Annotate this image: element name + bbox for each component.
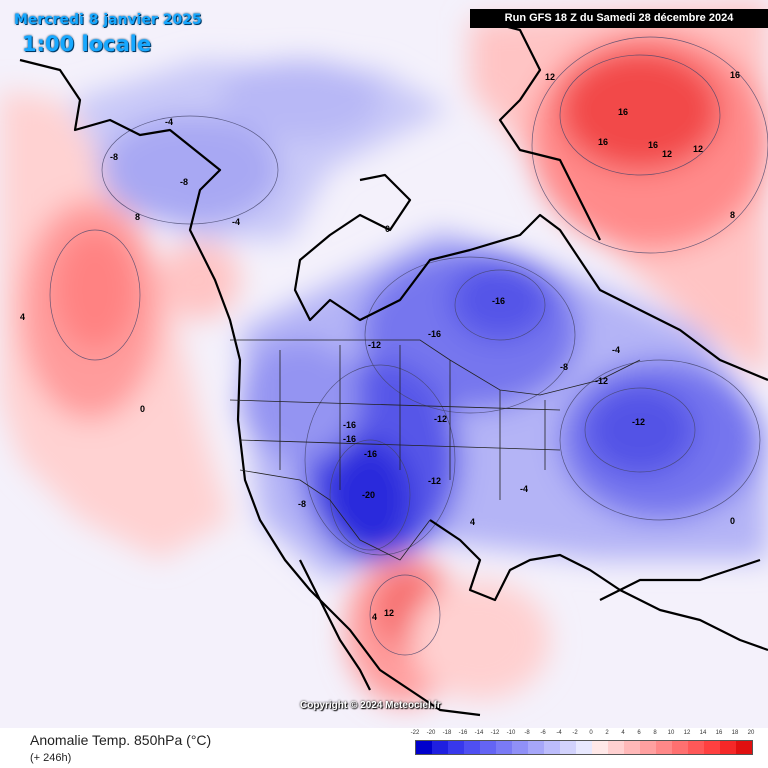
map-label: 0 [385, 224, 390, 234]
legend-swatch [416, 741, 432, 754]
legend-tick-label: -12 [490, 730, 500, 736]
legend-ticks: -22 -20 -18 -16 -14 -12 -10 -8 -6 -4 -2 0 2 4 6 8 10 12 14… [411, 730, 755, 740]
legend-tick-label: 6 [637, 730, 641, 736]
map-label: -20 [362, 490, 375, 500]
legend-swatch [448, 741, 464, 754]
legend-tick-label: -8 [524, 730, 530, 736]
map-label: 16 [730, 70, 740, 80]
legend-swatch [512, 741, 528, 754]
local-time: 1:00 locale [22, 32, 152, 56]
legend-tick-label: 18 [731, 730, 739, 736]
legend-swatch [560, 741, 576, 754]
map-label: 12 [662, 149, 672, 159]
map-label: -8 [560, 362, 568, 372]
anomaly-field [0, 0, 768, 705]
map-label: 8 [730, 210, 735, 220]
map-label: -8 [180, 177, 188, 187]
map-label: -12 [434, 414, 447, 424]
map-label: -4 [232, 217, 240, 227]
legend-swatch [720, 741, 736, 754]
legend-tick-label: -16 [458, 730, 468, 736]
legend-swatch [688, 741, 704, 754]
map-label: -4 [520, 484, 528, 494]
temperature-anomaly-map: -20 -16 -16 -16 -16 -12 -12 -12 -12 -8 -… [0, 0, 768, 728]
coastlines [19, 18, 768, 717]
political-borders [229, 339, 641, 561]
map-label: -8 [298, 499, 306, 509]
legend-tick-label: 12 [683, 730, 691, 736]
legend-swatch [432, 741, 448, 754]
map-label: -16 [428, 329, 441, 339]
legend-tick-label: -6 [540, 730, 546, 736]
map-label: 8 [135, 212, 140, 222]
anomaly-contours [49, 36, 768, 656]
color-legend: -22 -20 -18 -16 -14 -12 -10 -8 -6 -4 -2 0 2 4 6 8 10 12 14… [411, 730, 755, 755]
contour-value-labels: -20 -16 -16 -16 -16 -12 -12 -12 -12 -8 -… [20, 70, 740, 622]
legend-swatch [640, 741, 656, 754]
map-label: 4 [20, 312, 25, 322]
map-label: -16 [364, 449, 377, 459]
legend-tick-label: -20 [426, 730, 436, 736]
legend-tick-label: 0 [589, 730, 593, 736]
legend-tick-label: 2 [605, 730, 609, 736]
legend-swatch [672, 741, 688, 754]
legend-tick-label: 14 [699, 730, 707, 736]
map-label: -12 [632, 417, 645, 427]
map-label: 0 [140, 404, 145, 414]
legend-swatch [592, 741, 608, 754]
map-label: -12 [368, 340, 381, 350]
lead-time-label: (+ 246h) [30, 752, 72, 764]
map-label: 16 [648, 140, 658, 150]
legend-tick-label: -10 [506, 730, 516, 736]
legend-tick-label: 20 [747, 730, 755, 736]
legend-swatch [496, 741, 512, 754]
map-label: -16 [343, 434, 356, 444]
legend-tick-label: -22 [410, 730, 420, 736]
legend-swatch [528, 741, 544, 754]
legend-swatch [544, 741, 560, 754]
map-label: 16 [598, 137, 608, 147]
map-label: -16 [343, 420, 356, 430]
variable-label: Anomalie Temp. 850hPa (°C) [30, 732, 212, 748]
map-label: 12 [384, 608, 394, 618]
legend-swatch [704, 741, 720, 754]
map-label: 16 [618, 107, 628, 117]
legend-swatch [736, 741, 752, 754]
legend-swatch [624, 741, 640, 754]
legend-tick-label: -4 [556, 730, 562, 736]
map-label: -8 [110, 152, 118, 162]
legend-color-bar [415, 740, 753, 755]
map-label: -12 [595, 376, 608, 386]
map-label: 0 [730, 516, 735, 526]
map-label: -16 [492, 296, 505, 306]
legend-tick-label: -14 [474, 730, 484, 736]
copyright-notice: Copyright © 2024 Meteociel.fr [300, 700, 441, 711]
legend-tick-label: 16 [715, 730, 723, 736]
legend-swatch [608, 741, 624, 754]
run-info-bar: Run GFS 18 Z du Samedi 28 décembre 2024 [470, 9, 768, 28]
map-label: 4 [372, 612, 377, 622]
map-label: 4 [470, 517, 475, 527]
legend-tick-label: 8 [653, 730, 657, 736]
legend-tick-label: 4 [621, 730, 625, 736]
forecast-date: Mercredi 8 janvier 2025 [14, 12, 202, 28]
legend-swatch [464, 741, 480, 754]
legend-swatch [576, 741, 592, 754]
map-label: -4 [612, 345, 620, 355]
footer: Anomalie Temp. 850hPa (°C) (+ 246h) -22-… [0, 728, 768, 768]
map-label: 12 [545, 72, 555, 82]
legend-swatch [480, 741, 496, 754]
legend-tick-label: 10 [667, 730, 675, 736]
map-label: 12 [693, 144, 703, 154]
legend-tick-label: -18 [442, 730, 452, 736]
legend-tick-label: -2 [572, 730, 578, 736]
legend-swatch [656, 741, 672, 754]
map-label: -4 [165, 117, 173, 127]
map-label: -12 [428, 476, 441, 486]
